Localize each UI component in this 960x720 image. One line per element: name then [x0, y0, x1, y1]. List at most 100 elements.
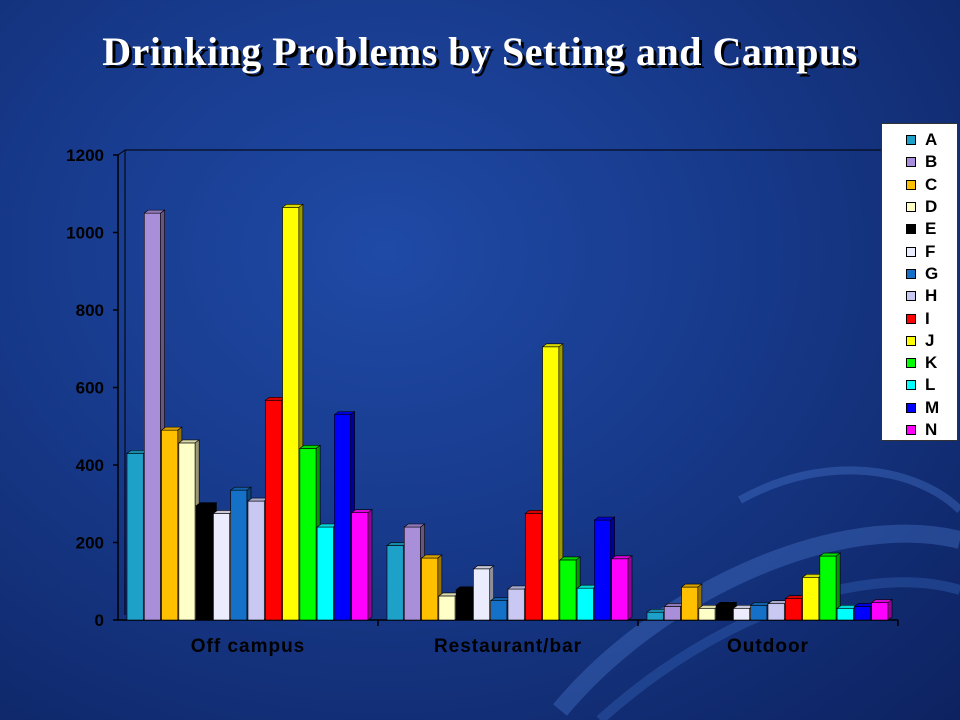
bar-m-1 [594, 519, 612, 621]
legend-label: J [925, 330, 935, 350]
y-tick-label: 600 [76, 379, 104, 398]
bar-h-1 [507, 588, 525, 621]
bar-j-0 [282, 207, 300, 621]
bar-m-2 [854, 606, 872, 621]
legend-swatch [906, 358, 916, 369]
legend-item: J [906, 330, 957, 352]
bar-d-2 [698, 608, 716, 621]
legend-swatch [906, 202, 916, 213]
legend-item: A [906, 129, 957, 151]
bar-g-2 [750, 604, 768, 621]
legend-label: I [925, 308, 930, 328]
bar-b-2 [663, 606, 681, 621]
legend-swatch [906, 179, 916, 190]
bar-side-n-2 [887, 598, 893, 621]
legend-item: H [906, 285, 957, 307]
slide-title: Drinking Problems by Setting and Campus [102, 29, 858, 74]
bar-n-0 [351, 512, 369, 621]
bar-d-1 [438, 595, 456, 621]
legend-swatch [906, 402, 916, 413]
legend-item: D [906, 196, 957, 218]
legend-label: F [925, 241, 936, 261]
bar-c-0 [161, 429, 179, 621]
bar-j-2 [802, 577, 820, 621]
legend-label: N [925, 420, 938, 439]
legend-label: D [925, 197, 938, 217]
x-category-label: Outdoor [727, 636, 809, 657]
legend-item: E [906, 218, 957, 240]
bar-b-0 [143, 212, 161, 621]
legend-swatch [906, 291, 916, 302]
legend-item: G [906, 263, 957, 285]
legend-label: B [925, 152, 938, 172]
bar-c-2 [681, 586, 699, 621]
bar-i-0 [264, 399, 282, 621]
y-tick-label: 400 [76, 456, 104, 475]
bar-f-2 [733, 608, 751, 621]
x-category-label: Restaurant/bar [434, 636, 582, 657]
legend-label: E [925, 219, 937, 239]
bar-e-0 [195, 505, 213, 621]
legend-label: H [925, 286, 938, 306]
legend-swatch [906, 268, 916, 279]
legend-label: L [925, 375, 936, 395]
bar-g-1 [490, 600, 508, 621]
bar-l-1 [576, 587, 594, 621]
legend-label: C [925, 174, 938, 194]
bar-c-1 [421, 557, 439, 621]
bar-i-1 [524, 513, 542, 621]
y-tick-label: 1200 [66, 146, 104, 165]
legend-label: K [925, 353, 938, 373]
bar-n-2 [871, 602, 889, 621]
legend-swatch [906, 157, 916, 168]
bar-e-2 [715, 604, 733, 621]
bar-l-2 [836, 608, 854, 621]
bar-a-0 [126, 453, 144, 621]
bar-f-1 [473, 568, 491, 621]
bar-n-1 [611, 558, 629, 621]
bar-j-1 [542, 346, 560, 621]
bar-h-2 [767, 603, 785, 621]
legend-item: N [906, 419, 957, 441]
bar-side-n-0 [367, 509, 373, 621]
bar-f-0 [213, 513, 231, 621]
bar-k-2 [819, 555, 837, 621]
legend-swatch [906, 313, 916, 324]
y-tick-label: 0 [95, 611, 104, 630]
bar-k-0 [299, 448, 317, 621]
legend-label: A [925, 130, 938, 150]
legend-swatch [906, 335, 916, 346]
bar-d-0 [178, 442, 196, 621]
legend-item: M [906, 397, 957, 419]
legend-item: C [906, 174, 957, 196]
bar-a-1 [386, 545, 404, 621]
legend-item: K [906, 352, 957, 374]
bar-a-2 [646, 611, 664, 621]
x-category-label: Off campus [191, 636, 306, 657]
bar-h-0 [247, 500, 265, 621]
bar-side-n-1 [627, 555, 633, 621]
y-tick-label: 1000 [66, 224, 104, 243]
y-tick-label: 800 [76, 301, 104, 320]
bar-k-1 [559, 559, 577, 621]
legend-swatch [906, 380, 916, 391]
bar-e-1 [455, 589, 473, 621]
legend-swatch [906, 246, 916, 257]
legend-swatch [906, 425, 916, 435]
bar-b-1 [403, 526, 421, 621]
legend-label: G [925, 263, 939, 283]
bar-g-0 [230, 489, 248, 621]
bar-i-2 [784, 598, 802, 621]
legend-swatch [906, 135, 916, 146]
legend-swatch [906, 224, 916, 235]
legend-item: I [906, 307, 957, 329]
legend-item: L [906, 374, 957, 396]
legend-item: B [906, 151, 957, 173]
y-tick-label: 200 [76, 534, 104, 553]
bar-l-0 [316, 526, 334, 621]
bar-m-0 [334, 414, 352, 621]
axis-corner [117, 149, 126, 156]
legend-label: M [925, 397, 940, 417]
